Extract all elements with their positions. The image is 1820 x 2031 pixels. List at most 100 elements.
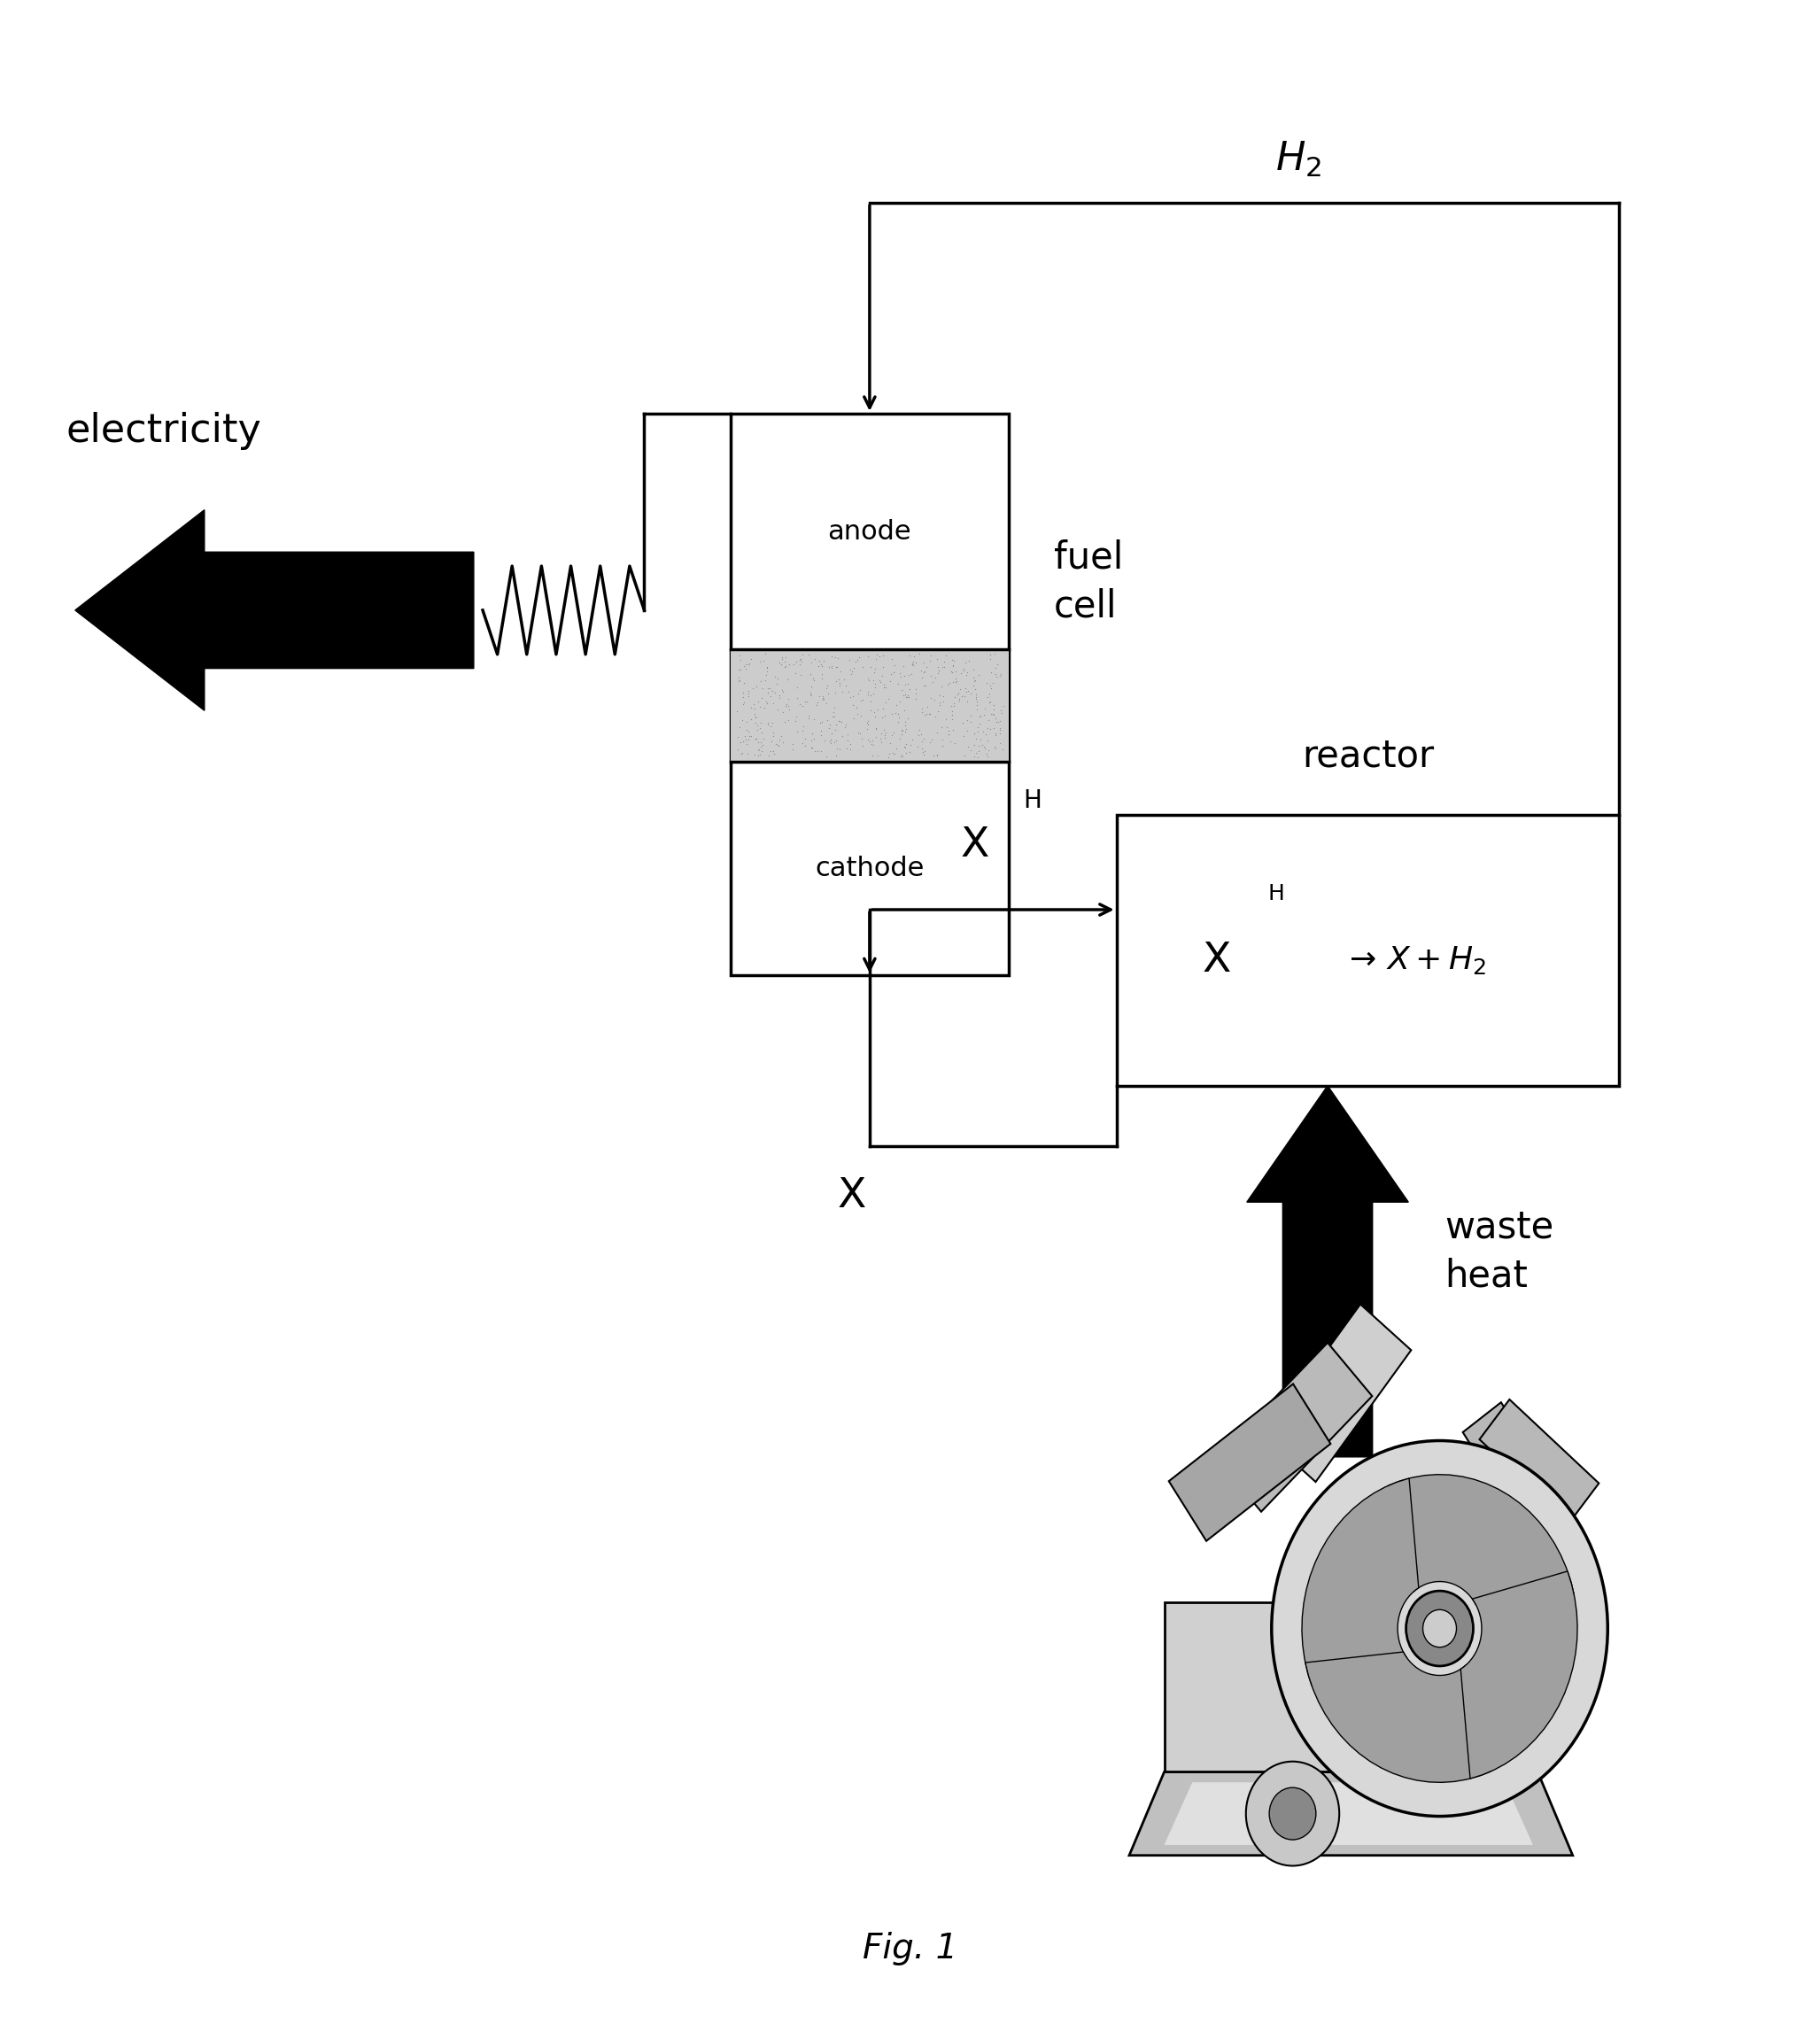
Point <box>861 711 890 743</box>
Polygon shape <box>1265 1304 1410 1483</box>
Point <box>764 646 794 678</box>
Point <box>814 676 843 709</box>
Point <box>752 686 781 719</box>
Point <box>728 705 757 737</box>
Point <box>934 719 963 751</box>
Point <box>819 725 848 758</box>
Point <box>772 642 801 674</box>
Point <box>788 638 817 670</box>
Point <box>770 691 799 723</box>
Point <box>868 668 897 701</box>
Point <box>864 640 894 672</box>
Point <box>741 670 770 703</box>
Point <box>835 654 864 686</box>
Point <box>859 697 888 729</box>
Point <box>864 664 894 697</box>
Point <box>755 672 784 705</box>
Point <box>744 684 774 717</box>
Point <box>959 662 988 695</box>
Point <box>812 670 841 703</box>
Point <box>790 684 819 717</box>
Point <box>974 739 1003 772</box>
Point <box>888 678 917 711</box>
Point <box>761 676 790 709</box>
Point <box>981 703 1010 735</box>
Point <box>977 697 1006 729</box>
Point <box>795 676 824 709</box>
Point <box>941 666 970 699</box>
Point <box>972 737 1001 770</box>
Point <box>895 640 925 672</box>
Point <box>857 727 886 760</box>
Point <box>854 664 883 697</box>
Point <box>890 660 919 693</box>
Point <box>908 725 937 758</box>
Point <box>895 735 925 768</box>
Point <box>839 703 868 735</box>
Point <box>733 715 763 747</box>
Point <box>877 719 906 751</box>
Point <box>930 646 959 678</box>
Point <box>952 658 981 691</box>
Point <box>730 686 759 719</box>
Point <box>928 680 957 713</box>
Point <box>764 682 794 715</box>
Point <box>906 654 935 686</box>
Point <box>861 642 890 674</box>
Point <box>799 723 828 756</box>
Point <box>854 709 883 741</box>
Point <box>890 709 919 741</box>
Point <box>819 691 848 723</box>
Point <box>861 701 890 733</box>
Point <box>937 699 966 731</box>
Point <box>841 646 870 678</box>
Point <box>844 717 874 749</box>
Point <box>861 668 890 701</box>
Point <box>905 638 934 670</box>
Point <box>788 711 817 743</box>
Point <box>976 684 1005 717</box>
Point <box>746 707 775 739</box>
Point <box>726 644 755 676</box>
Point <box>908 668 937 701</box>
Text: cathode: cathode <box>815 855 925 881</box>
Point <box>857 725 886 758</box>
Point <box>810 723 839 756</box>
Point <box>859 729 888 762</box>
Bar <box>1116 814 1620 1087</box>
Point <box>770 646 799 678</box>
Point <box>724 664 753 697</box>
Point <box>835 680 864 713</box>
Point <box>886 739 915 772</box>
Point <box>890 715 919 747</box>
Point <box>966 723 996 756</box>
Point <box>726 737 755 770</box>
Point <box>972 666 1001 699</box>
Point <box>870 670 899 703</box>
Point <box>781 705 810 737</box>
Point <box>768 725 797 758</box>
Point <box>894 668 923 701</box>
Point <box>823 650 852 682</box>
Point <box>908 693 937 725</box>
Point <box>874 741 903 774</box>
Point <box>817 727 846 760</box>
Polygon shape <box>1216 1342 1372 1511</box>
Point <box>746 666 775 699</box>
Point <box>886 741 915 774</box>
Point <box>770 650 799 682</box>
Point <box>788 727 817 760</box>
Point <box>783 682 812 715</box>
Point <box>917 723 946 756</box>
Point <box>901 672 930 705</box>
Point <box>974 725 1003 758</box>
Point <box>939 666 968 699</box>
Point <box>752 638 781 670</box>
Point <box>870 721 899 754</box>
Point <box>959 717 988 749</box>
Point <box>908 735 937 768</box>
Point <box>977 672 1006 705</box>
Point <box>794 638 823 670</box>
Text: Fig. 1: Fig. 1 <box>863 1931 957 1966</box>
Point <box>956 676 985 709</box>
